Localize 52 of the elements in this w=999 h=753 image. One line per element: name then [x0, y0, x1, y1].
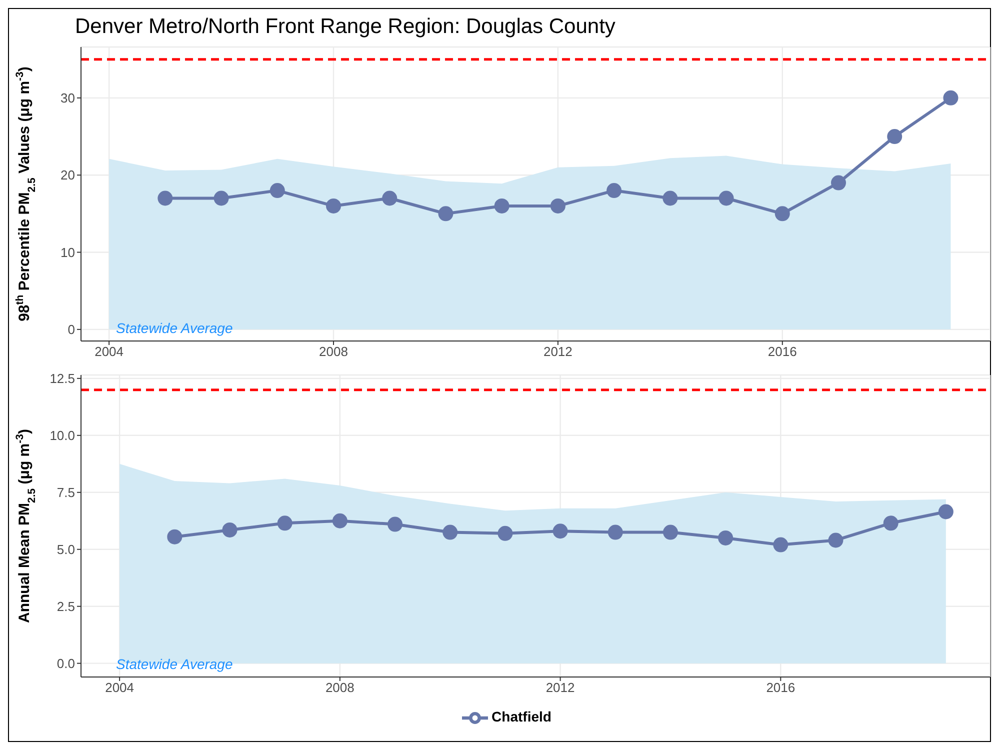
point: [773, 537, 788, 552]
point: [774, 206, 790, 222]
point: [718, 190, 734, 206]
point: [332, 513, 348, 528]
y-tick-label: 5.0: [56, 542, 75, 557]
point: [883, 516, 898, 531]
point: [606, 183, 622, 198]
point: [662, 524, 678, 540]
point: [167, 529, 182, 544]
point: [662, 190, 678, 206]
y-tick-label: 0.0: [56, 656, 75, 671]
x-tick-label: 2004: [94, 344, 124, 360]
y-tick-label: 12.5: [50, 371, 75, 386]
point: [326, 198, 341, 214]
x-tick-label: 2012: [543, 344, 572, 360]
point: [552, 524, 568, 539]
x-tick-label: 2004: [105, 680, 134, 696]
annotation: Statewide Average: [116, 320, 233, 336]
point: [608, 524, 623, 540]
point: [158, 190, 173, 206]
point: [938, 504, 954, 520]
y-tick-label: 7.5: [56, 484, 75, 500]
point: [382, 190, 398, 206]
x-tick-label: 2008: [319, 344, 348, 360]
point: [498, 526, 513, 541]
y-tick-label: 30: [60, 90, 75, 106]
point: [438, 206, 454, 222]
x-tick-label: 2012: [546, 680, 575, 696]
y-tick-label: 2.5: [56, 598, 75, 614]
point: [222, 522, 238, 538]
point: [442, 524, 458, 540]
annotation: Statewide Average: [116, 656, 233, 672]
y-tick-label: 20: [60, 168, 75, 183]
point: [494, 198, 510, 214]
point: [277, 516, 292, 531]
point: [943, 90, 958, 106]
legend-label: Chatfield: [492, 708, 552, 725]
y-tick-label: 10.0: [50, 428, 75, 444]
point: [550, 198, 566, 214]
point: [831, 175, 846, 190]
x-tick-label: 2016: [766, 680, 796, 696]
point: [828, 532, 844, 548]
point: [270, 183, 285, 198]
x-tick-label: 2008: [325, 680, 354, 696]
point: [718, 530, 734, 546]
point: [887, 129, 902, 144]
y-tick-label: 10: [60, 244, 75, 260]
chart-title: Denver Metro/North Front Range Region: Douglas County: [75, 15, 616, 39]
point: [214, 190, 229, 206]
x-tick-label: 2016: [768, 344, 797, 360]
point: [388, 516, 403, 532]
y-tick-label: 0: [68, 322, 75, 338]
